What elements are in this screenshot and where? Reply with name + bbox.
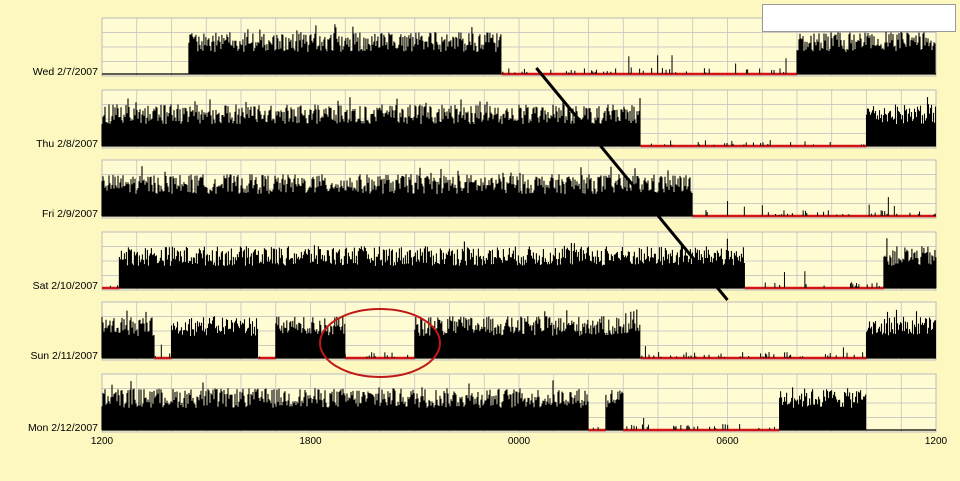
high-activity-segment — [101, 97, 641, 146]
high-activity-segment — [779, 387, 867, 430]
trend-line — [535, 67, 729, 301]
high-activity-segment — [118, 238, 745, 288]
high-activity-segment — [101, 166, 693, 216]
row-label: Fri 2/9/2007 — [42, 208, 98, 220]
high-activity-segment — [275, 316, 346, 358]
activity-layer — [101, 24, 937, 432]
highlight-ellipse — [319, 308, 441, 378]
x-tick-label: 1800 — [299, 436, 322, 447]
row-label: Thu 2/8/2007 — [36, 138, 98, 150]
high-activity-segment — [865, 309, 937, 358]
row-label: Sat 2/10/2007 — [33, 280, 99, 292]
high-activity-segment — [101, 380, 589, 430]
high-activity-segment — [605, 390, 624, 430]
annotations — [319, 67, 729, 378]
panels-layer — [101, 17, 937, 433]
high-activity-segment — [170, 316, 259, 358]
legend-box — [762, 4, 956, 32]
x-tick-label: 0000 — [508, 436, 531, 447]
high-activity-segment — [883, 238, 937, 288]
high-activity-segment — [188, 24, 502, 74]
x-tick-label: 0600 — [716, 436, 739, 447]
x-tick-label: 1200 — [925, 436, 948, 447]
row-label: Sun 2/11/2007 — [30, 350, 98, 362]
row-labels: Wed 2/7/2007 Thu 2/8/2007 Fri 2/9/2007 Sat … — [28, 66, 98, 434]
row-label: Mon 2/12/2007 — [28, 422, 98, 434]
x-axis: 1200 1800 0000 0600 1200 — [91, 436, 948, 447]
row-label: Wed 2/7/2007 — [33, 66, 98, 78]
high-activity-segment — [796, 24, 936, 74]
high-activity-segment — [101, 310, 155, 358]
x-tick-label: 1200 — [91, 436, 114, 447]
high-activity-segment — [865, 97, 937, 146]
